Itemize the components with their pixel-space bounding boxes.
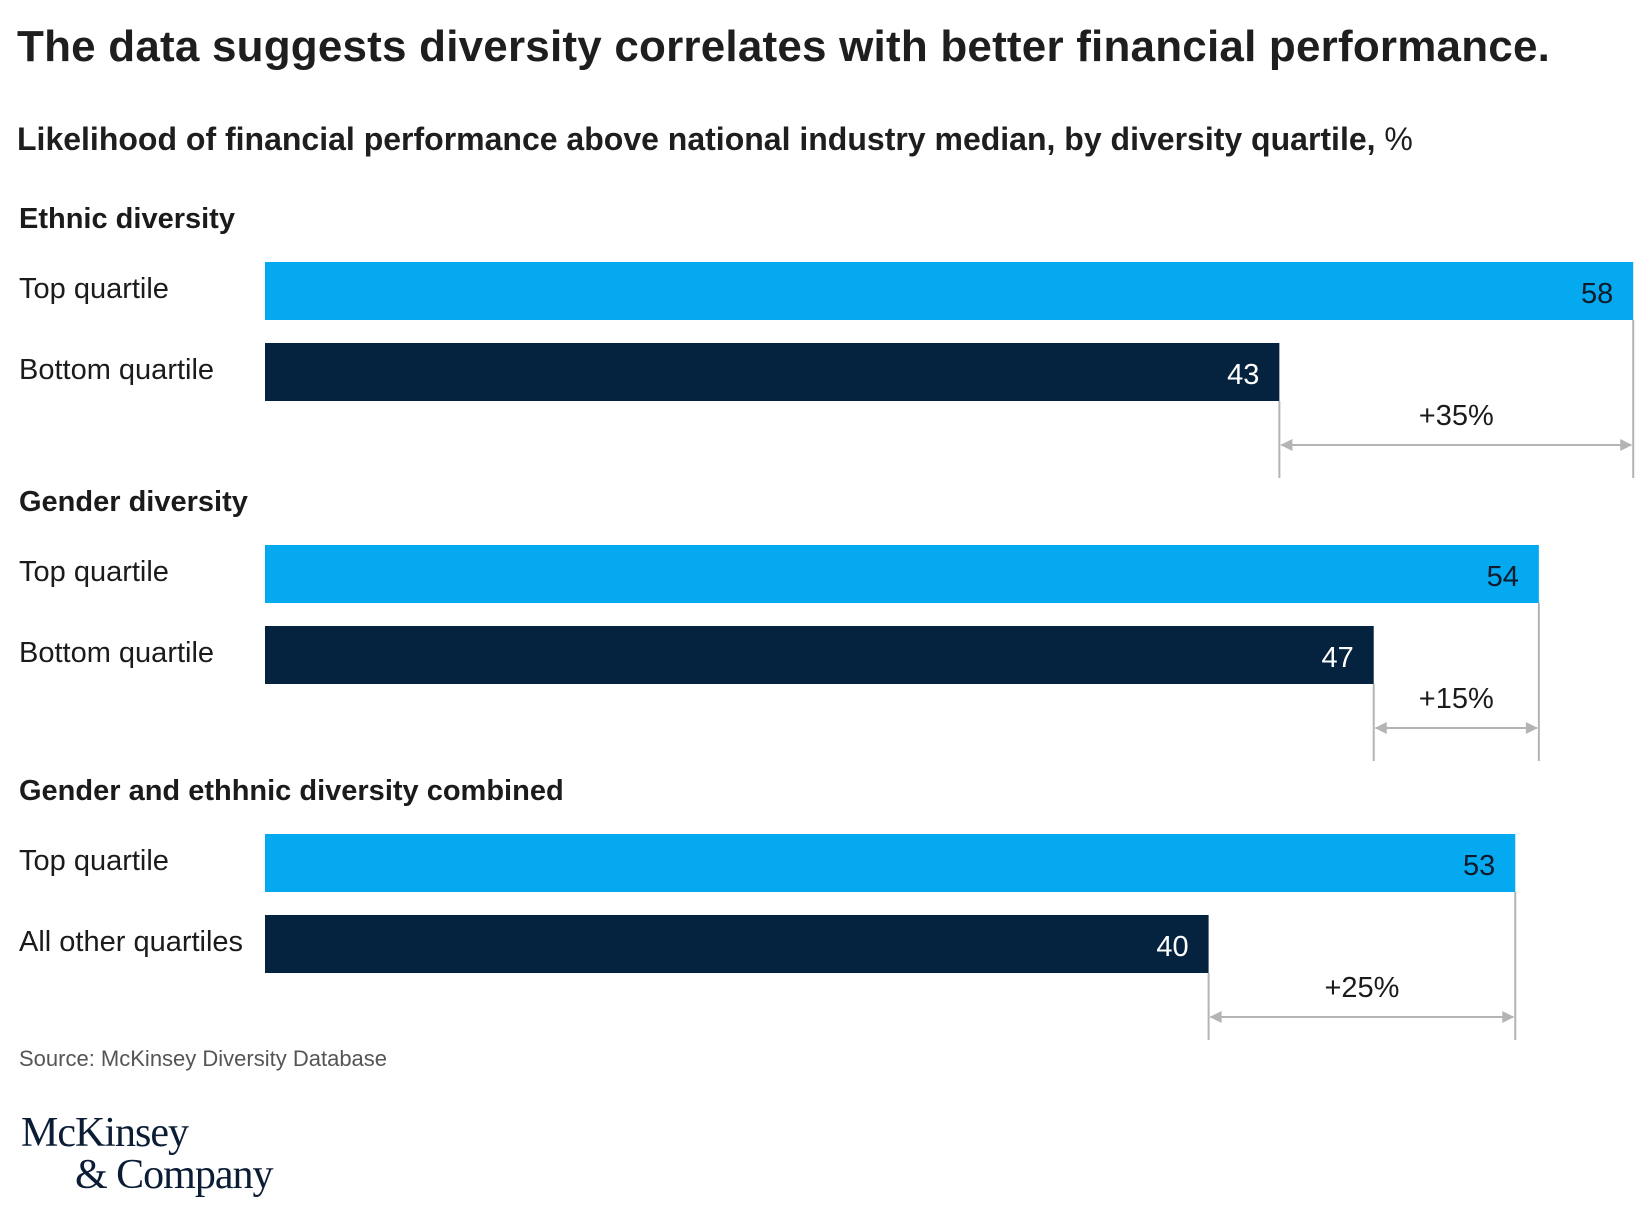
bar-value-label: 40 (1156, 931, 1188, 963)
bar-category-label: Top quartile (19, 556, 169, 588)
bar (265, 343, 1280, 401)
arrowhead (1525, 722, 1538, 734)
arrowhead (1374, 722, 1387, 734)
bar-value-label: 54 (1487, 561, 1519, 593)
bar-category-label: Top quartile (19, 273, 169, 305)
arrowhead (1620, 439, 1633, 451)
bar (265, 626, 1374, 684)
difference-label: +15% (1419, 683, 1494, 715)
mckinsey-logo: McKinsey & Company (21, 1112, 273, 1196)
bar-value-label: 58 (1581, 278, 1613, 310)
bar-category-label: Bottom quartile (19, 354, 214, 386)
bar-value-label: 47 (1321, 642, 1353, 674)
difference-label: +25% (1324, 972, 1399, 1004)
bar (265, 262, 1634, 320)
bar-category-label: All other quartiles (19, 926, 243, 958)
arrowhead (1280, 439, 1293, 451)
bar-value-label: 53 (1463, 850, 1495, 882)
bar-category-label: Top quartile (19, 845, 169, 877)
logo-line-1: McKinsey (21, 1110, 189, 1156)
bar-chart: Ethnic diversity Top quartile 58 Bottom qua… (19, 203, 1635, 1040)
bar (265, 915, 1209, 973)
difference-label: +35% (1419, 400, 1494, 432)
source-note: Source: McKinsey Diversity Database (19, 1046, 388, 1071)
chart-subtitle-unit: % (1384, 121, 1413, 157)
logo-line-2: & Company (75, 1152, 273, 1198)
bar (265, 834, 1516, 892)
chart-subtitle-text: Likelihood of financial performance abov… (17, 121, 1376, 157)
group-title: Gender and ethhnic diversity combined (19, 775, 564, 807)
arrowhead (1209, 1011, 1222, 1023)
group-title: Gender diversity (19, 486, 248, 518)
chart-subtitle: Likelihood of financial performance abov… (17, 121, 1413, 158)
group-title: Ethnic diversity (19, 203, 235, 235)
bar (265, 545, 1539, 603)
bar-category-label: Bottom quartile (19, 637, 214, 669)
chart-title: The data suggests diversity correlates w… (17, 22, 1551, 71)
arrowhead (1502, 1011, 1515, 1023)
bar-value-label: 43 (1227, 359, 1259, 391)
